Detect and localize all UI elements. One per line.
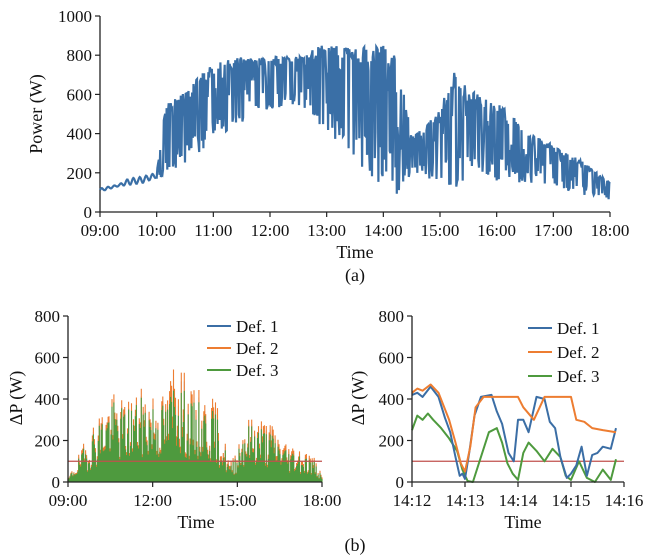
def-2-series-line [411, 383, 617, 473]
panel-b-right-y-tick-label: 800 [379, 307, 405, 326]
panel-b-left-legend-entry-1: Def. 1 [236, 317, 278, 336]
def-3-series-bars [67, 390, 323, 482]
panel-a-x-tick-label: 13:00 [307, 221, 346, 240]
def-3-series-line [411, 412, 617, 483]
panel-b-right-x-axis-label: Time [504, 512, 541, 532]
panel-a-y-tick-label: 0 [84, 203, 93, 222]
panel-a-y-tick-label: 600 [67, 85, 93, 104]
panel-b-left-x-tick-label: 09:00 [49, 491, 88, 510]
panel-b-left-y-tick-label: 400 [35, 390, 61, 409]
panel-a-caption: (a) [345, 265, 365, 286]
panel-a-y-tick-label: 800 [67, 46, 93, 65]
panel-b-left-y-tick-label: 800 [35, 307, 61, 326]
panel-b-right-y-tick-label: 0 [396, 473, 405, 492]
panel-a-power-chart: 0 200 400 600 800 1000 09:00 10:00 11:00 12:00 13… [26, 7, 629, 286]
panel-a-y-axis-label: Power (W) [26, 74, 47, 153]
def-1-series-line [411, 385, 617, 480]
panel-b-left-x-tick-label: 18:00 [303, 491, 342, 510]
panel-b-right-y-tick-label: 200 [379, 432, 405, 451]
panel-b-right-x-tick-label: 14:15 [552, 491, 591, 510]
panel-a-x-tick-label: 16:00 [477, 221, 516, 240]
panel-b-left-x-tick-label: 15:00 [218, 491, 257, 510]
panel-a-y-tick-label: 400 [67, 125, 93, 144]
panel-b-right-legend: Def. 1 Def. 2 Def. 3 [528, 319, 599, 386]
panel-a-y-tick-label: 1000 [58, 7, 92, 26]
panel-a-x-tick-label: 10:00 [137, 221, 176, 240]
panel-a-x-tick-label: 15:00 [421, 221, 460, 240]
panel-b-right-y-tick-label: 400 [379, 390, 405, 409]
panel-b-left-x-tick-label: 12:00 [133, 491, 172, 510]
panel-b-left-legend-entry-2: Def. 2 [236, 339, 278, 358]
panel-b-right-x-tick-label: 14:14 [499, 491, 538, 510]
panel-b-left-y-tick-label: 200 [35, 432, 61, 451]
panel-b-left-legend-entry-3: Def. 3 [236, 361, 278, 380]
panel-b-right-legend-entry-2: Def. 2 [557, 343, 599, 362]
panel-b-left-y-tick-label: 0 [52, 473, 61, 492]
panel-b-left-legend: Def. 1 Def. 2 Def. 3 [207, 317, 278, 380]
power-series-line [99, 43, 611, 200]
panel-a-x-tick-label: 17:00 [534, 221, 573, 240]
panel-b-left-y-axis-label: ΔP (W) [6, 371, 27, 425]
panel-b-right-y-tick-label: 600 [379, 349, 405, 368]
panel-a-y-tick-label: 200 [67, 164, 93, 183]
panel-b-right-y-axis-label: ΔP (W) [348, 371, 369, 425]
panel-a-x-axis-label: Time [336, 242, 373, 262]
panel-a-x-tick-label: 12:00 [251, 221, 290, 240]
panel-a-x-tick-label: 18:00 [591, 221, 630, 240]
panel-b-right-legend-entry-1: Def. 1 [557, 319, 599, 338]
panel-b-left-y-tick-label: 600 [35, 349, 61, 368]
panel-b-right-legend-entry-3: Def. 3 [557, 367, 599, 386]
panel-b-right-x-tick-label: 14:13 [446, 491, 485, 510]
panel-b-right-x-tick-label: 14:16 [605, 491, 644, 510]
panel-a-x-tick-label: 14:00 [364, 221, 403, 240]
panel-a-x-tick-label: 11:00 [194, 221, 232, 240]
panel-a-x-tick-label: 09:00 [81, 221, 120, 240]
panel-b-right-x-tick-label: 14:12 [393, 491, 432, 510]
panel-b-left-deviation-chart: 0 200 400 600 800 09:00 12:00 15:00 18:00 ΔP (W… [6, 307, 341, 532]
panel-b-left-x-axis-label: Time [177, 512, 214, 532]
panel-b-caption: (b) [345, 535, 366, 556]
